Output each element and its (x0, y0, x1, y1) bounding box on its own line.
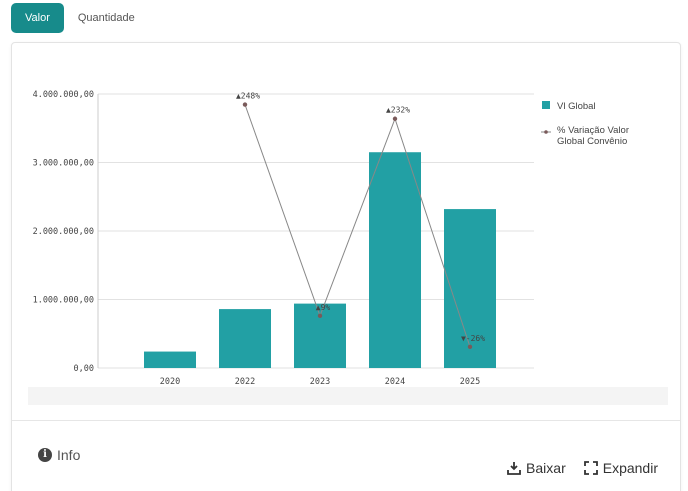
y-tick-label: 0,00 (74, 364, 94, 374)
data-label: ▲232% (386, 106, 410, 115)
y-tick-label: 1.000.000,00 (33, 296, 94, 306)
download-icon (507, 462, 521, 475)
data-label: ▼-26% (461, 334, 485, 343)
info-label: Info (57, 447, 81, 463)
bar (294, 303, 346, 368)
y-tick-label: 3.000.000,00 (33, 159, 94, 169)
chart: 0,00 1.000.000,00 2.000.000,00 3.000.000,00… (33, 90, 629, 387)
legend-swatch-point (544, 130, 548, 134)
card-divider (12, 420, 680, 421)
x-tick-label: 2023 (310, 377, 330, 387)
chart-scroll-track (28, 387, 668, 405)
bar (144, 351, 196, 368)
expand-label: Expandir (602, 460, 658, 476)
x-tick-label: 2025 (460, 377, 480, 387)
chart-card (11, 42, 681, 491)
legend-label: % Variação Valor Global Convênio (557, 125, 629, 147)
x-tick-label: 2024 (385, 377, 405, 387)
download-button[interactable]: Baixar (507, 460, 566, 476)
x-tick-label: 2022 (235, 377, 255, 387)
expand-icon (583, 461, 598, 475)
tab-valor[interactable]: Valor (11, 3, 64, 33)
tab-quantidade[interactable]: Quantidade (77, 12, 135, 24)
legend-swatch-bar (542, 101, 550, 109)
bar (369, 152, 421, 368)
data-label: ▲248% (236, 92, 260, 101)
y-tick-label: 4.000.000,00 (33, 90, 94, 100)
info-section[interactable]: i Info (38, 447, 80, 463)
data-label: ▲9% (316, 303, 331, 312)
y-tick-label: 2.000.000,00 (33, 227, 94, 237)
footer-actions: Baixar Expandir (507, 460, 658, 476)
legend-label: Vl Global (557, 101, 596, 112)
bar (444, 209, 496, 368)
variation-line (244, 104, 471, 347)
variation-point (242, 102, 248, 107)
bar (219, 309, 271, 368)
x-tick-label: 2020 (160, 377, 180, 387)
tab-bar: Valor Quantidade (11, 3, 149, 33)
download-label: Baixar (526, 460, 566, 476)
variation-point (317, 313, 323, 319)
variation-point (392, 116, 398, 121)
expand-button[interactable]: Expandir (583, 460, 658, 476)
info-icon: i (38, 448, 52, 462)
variation-point (467, 344, 473, 349)
